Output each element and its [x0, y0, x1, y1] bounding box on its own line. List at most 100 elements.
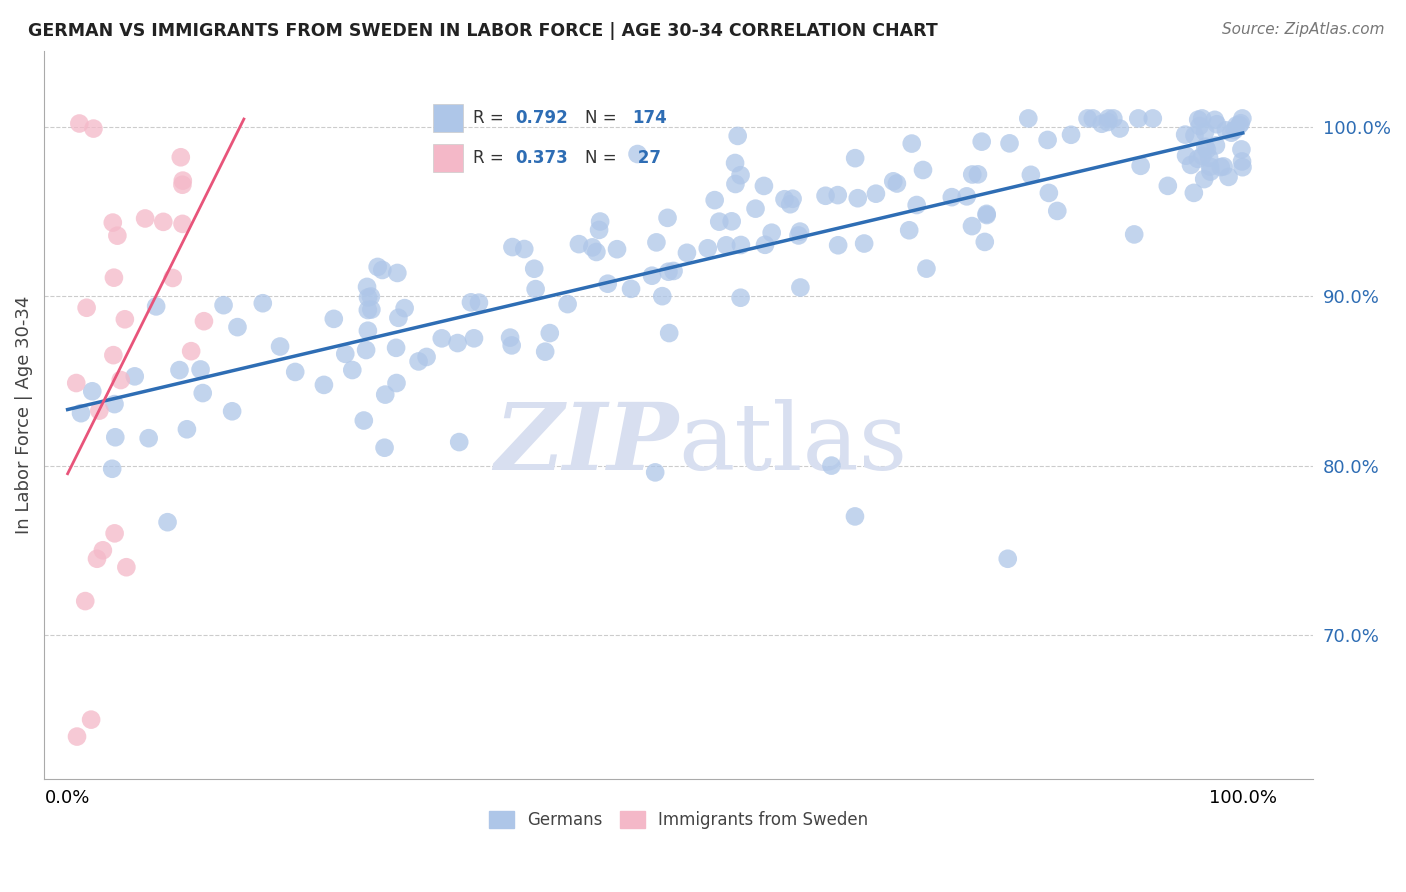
- Point: [596, 277, 619, 291]
- Point: [620, 282, 643, 296]
- Point: [1038, 186, 1060, 200]
- Point: [342, 363, 364, 377]
- Point: [103, 270, 125, 285]
- Point: [212, 298, 235, 312]
- Point: [104, 526, 127, 541]
- Point: [585, 244, 607, 259]
- Point: [998, 136, 1021, 151]
- Point: [724, 156, 747, 170]
- Point: [65, 376, 87, 390]
- Point: [898, 223, 921, 237]
- Point: [513, 242, 536, 256]
- Point: [357, 324, 380, 338]
- Point: [976, 207, 998, 221]
- Point: [1194, 139, 1216, 153]
- Point: [853, 236, 876, 251]
- Point: [676, 245, 699, 260]
- Point: [353, 413, 375, 427]
- Point: [557, 297, 579, 311]
- Point: [138, 431, 160, 445]
- Point: [463, 331, 485, 345]
- Point: [905, 198, 928, 212]
- Point: [538, 326, 561, 340]
- Point: [960, 168, 983, 182]
- Point: [1187, 112, 1209, 127]
- Point: [430, 331, 453, 345]
- Legend: Germans, Immigrants from Sweden: Germans, Immigrants from Sweden: [482, 805, 875, 836]
- Point: [354, 343, 377, 357]
- Point: [730, 291, 752, 305]
- Point: [827, 238, 849, 252]
- Point: [114, 312, 136, 326]
- Text: Source: ZipAtlas.com: Source: ZipAtlas.com: [1222, 22, 1385, 37]
- Point: [534, 344, 557, 359]
- Point: [408, 354, 430, 368]
- Point: [221, 404, 243, 418]
- Point: [152, 215, 174, 229]
- Point: [190, 362, 212, 376]
- Point: [662, 264, 685, 278]
- Point: [1212, 160, 1234, 174]
- Point: [882, 174, 904, 188]
- Point: [651, 289, 673, 303]
- Point: [844, 509, 866, 524]
- Point: [761, 226, 783, 240]
- Point: [827, 188, 849, 202]
- Point: [415, 350, 437, 364]
- Point: [226, 320, 249, 334]
- Point: [1191, 149, 1213, 163]
- Point: [1192, 172, 1215, 186]
- Point: [1205, 117, 1227, 131]
- Point: [997, 551, 1019, 566]
- Point: [357, 303, 380, 318]
- Point: [105, 228, 128, 243]
- Point: [641, 268, 664, 283]
- Point: [915, 261, 938, 276]
- Point: [103, 397, 125, 411]
- Point: [1223, 123, 1246, 137]
- Point: [169, 363, 191, 377]
- Point: [967, 167, 990, 181]
- Point: [1225, 119, 1247, 133]
- Point: [335, 347, 357, 361]
- Point: [76, 301, 98, 315]
- Point: [1230, 142, 1253, 156]
- Point: [844, 151, 866, 165]
- Point: [1205, 138, 1227, 153]
- Point: [103, 348, 125, 362]
- Point: [1199, 160, 1222, 174]
- Point: [645, 235, 668, 250]
- Point: [752, 178, 775, 193]
- Point: [1019, 168, 1042, 182]
- Point: [460, 295, 482, 310]
- Point: [1204, 112, 1226, 127]
- Point: [956, 189, 979, 203]
- Point: [172, 178, 194, 192]
- Point: [789, 280, 811, 294]
- Point: [789, 225, 811, 239]
- Point: [180, 344, 202, 359]
- Point: [1188, 119, 1211, 133]
- Point: [1218, 169, 1240, 184]
- Point: [754, 237, 776, 252]
- Point: [1175, 149, 1198, 163]
- Text: GERMAN VS IMMIGRANTS FROM SWEDEN IN LABOR FORCE | AGE 30-34 CORRELATION CHART: GERMAN VS IMMIGRANTS FROM SWEDEN IN LABO…: [28, 22, 938, 40]
- Point: [101, 216, 124, 230]
- Point: [1220, 126, 1243, 140]
- Point: [312, 377, 335, 392]
- Point: [89, 403, 111, 417]
- Point: [172, 217, 194, 231]
- Point: [727, 128, 749, 143]
- Point: [371, 263, 394, 277]
- Point: [730, 168, 752, 182]
- Point: [1108, 121, 1130, 136]
- Point: [657, 211, 679, 225]
- Point: [156, 515, 179, 529]
- Point: [588, 223, 610, 237]
- Point: [744, 202, 766, 216]
- Point: [356, 280, 378, 294]
- Point: [730, 238, 752, 252]
- Point: [1209, 160, 1232, 174]
- Point: [357, 290, 380, 304]
- Point: [626, 147, 648, 161]
